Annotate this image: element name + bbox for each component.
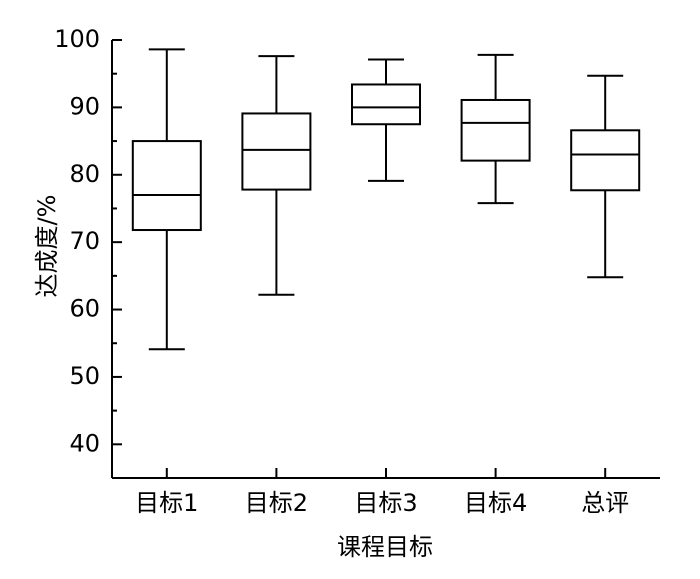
x-tick-label: 目标1: [135, 489, 198, 517]
y-axis-title: 达成度/%: [33, 195, 61, 298]
y-tick-label: 70: [69, 227, 100, 255]
x-tick-label: 总评: [581, 489, 629, 517]
x-tick-label: 目标4: [464, 489, 527, 517]
iqr-box: [131, 140, 202, 232]
y-tick-label: 60: [69, 295, 100, 323]
iqr-box: [351, 83, 421, 126]
box-group: [460, 53, 531, 205]
y-tick-label: 40: [69, 429, 100, 457]
box-group: [241, 55, 312, 296]
x-tick-label: 目标2: [245, 489, 308, 517]
box-group: [351, 58, 421, 182]
axes: 40 50 60 70 80 90 100 目标1 目标2 目标3 目标4 总评: [54, 25, 660, 517]
box-group: [131, 48, 202, 351]
x-tick-label: 目标3: [354, 489, 417, 517]
iqr-box: [460, 98, 531, 162]
y-tick-label: 90: [69, 92, 100, 120]
y-tick-label: 50: [69, 362, 100, 390]
y-tick-label: 80: [69, 160, 100, 188]
iqr-box: [241, 112, 312, 191]
y-tick-label: 100: [54, 25, 100, 53]
box-group: [570, 74, 641, 279]
iqr-box: [570, 129, 641, 192]
x-axis-title: 课程目标: [337, 533, 433, 561]
plot-area: [131, 48, 641, 351]
